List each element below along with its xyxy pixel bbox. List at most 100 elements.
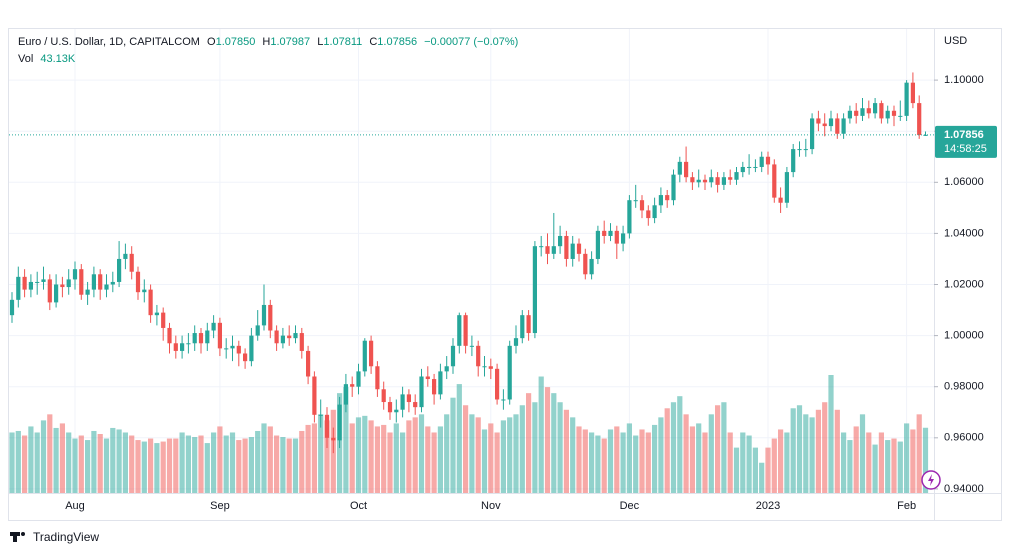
candle-body [274,330,279,344]
volume-bar [463,405,469,493]
candle-body [9,299,15,316]
candle-body [627,200,632,234]
candle-body [702,179,708,183]
candle-body [658,195,663,206]
volume-bar [97,434,103,493]
volume-bar [204,443,210,493]
volume-bar [374,426,380,493]
candle-body [621,233,626,244]
candle-body [633,200,638,202]
volume-bar [790,408,796,493]
candle-body [841,118,846,134]
volume-bar [664,408,670,493]
candle-body [469,345,474,347]
volume-bar [173,438,179,493]
volume-bar [192,437,198,493]
candle-body [558,235,563,247]
candle-body [671,174,676,201]
candle-body [507,345,512,400]
volume-bar [519,405,525,493]
y-tick-label: 1.04000 [944,227,984,239]
volume-bar [897,441,903,493]
volume-bar [261,423,267,493]
candle-body [652,205,657,219]
candle-body [677,161,682,175]
vol-value: 43.13K [40,53,76,65]
candle-body [639,200,645,211]
volume-bar [866,432,872,493]
candle-body [444,366,449,372]
volume-bar [885,440,891,493]
candle-body [728,177,733,180]
volume-bar [822,402,828,493]
x-tick-label: 2023 [756,500,780,512]
candle-body [715,177,720,185]
volume-bar [689,426,695,493]
candle-body [224,348,229,350]
candle-body [331,437,336,441]
volume-bar [53,427,59,493]
candle-body [419,376,424,408]
volume-bar [652,424,658,493]
volume-bar [318,414,324,493]
volume-bar [696,423,702,493]
vol-label: Vol [18,53,33,65]
volume-bar [229,432,236,493]
volume-bar [103,438,110,493]
x-tick-label: Feb [897,500,916,512]
candle-body [110,281,115,285]
x-tick-label: Nov [481,500,501,512]
volume-bar [223,435,229,493]
candle-body [293,333,298,339]
c-label: C [369,36,377,48]
volume-bar [299,430,305,493]
candle-body [740,166,745,173]
volume-bar [343,387,349,493]
volume-bar [166,438,173,493]
x-tick-label: Sep [210,500,230,512]
candle-body [205,330,210,344]
candle-body [425,376,430,380]
volume-bar [809,417,815,493]
candle-body [866,108,871,114]
volume-bar [160,441,166,493]
volume-bar [834,409,840,493]
volume-bar [28,426,34,493]
candle-body [318,414,323,416]
last-price-label: 1.07856 [944,129,984,141]
candle-body [387,402,393,413]
volume-bar [444,414,450,493]
candle-body [810,118,815,150]
volume-bar [248,437,254,493]
volume-bar [116,429,122,493]
grid [9,29,934,493]
volume-bar [526,393,532,493]
volume-bar [110,427,116,493]
volume-bar [286,438,292,493]
volume-bar [311,423,317,493]
candle-body [211,322,216,331]
candle-body [463,315,468,346]
volume-bar [828,375,834,493]
candle-body [230,345,235,349]
volume-bar [507,417,513,493]
candle-body [35,281,40,283]
volume-bar [853,426,859,493]
candle-body [91,274,96,290]
volume-bar [217,426,223,493]
candle-body [142,289,147,293]
h-label: H [262,36,270,48]
volume-bar [513,414,519,493]
candle-body [539,246,544,248]
volume-bar [154,443,160,493]
volume-bar [683,414,689,493]
axes: 0.94000 0.96000 0.98000 1.00000 1.02000 1.040… [9,74,997,512]
volume-bar [368,420,374,493]
candle-body [129,253,134,272]
volume-bar [425,426,431,493]
volume-bar [589,432,595,493]
volume-bar [9,432,15,493]
volume-bar [765,447,771,493]
candle-body [513,338,519,346]
candle-body [381,389,386,403]
